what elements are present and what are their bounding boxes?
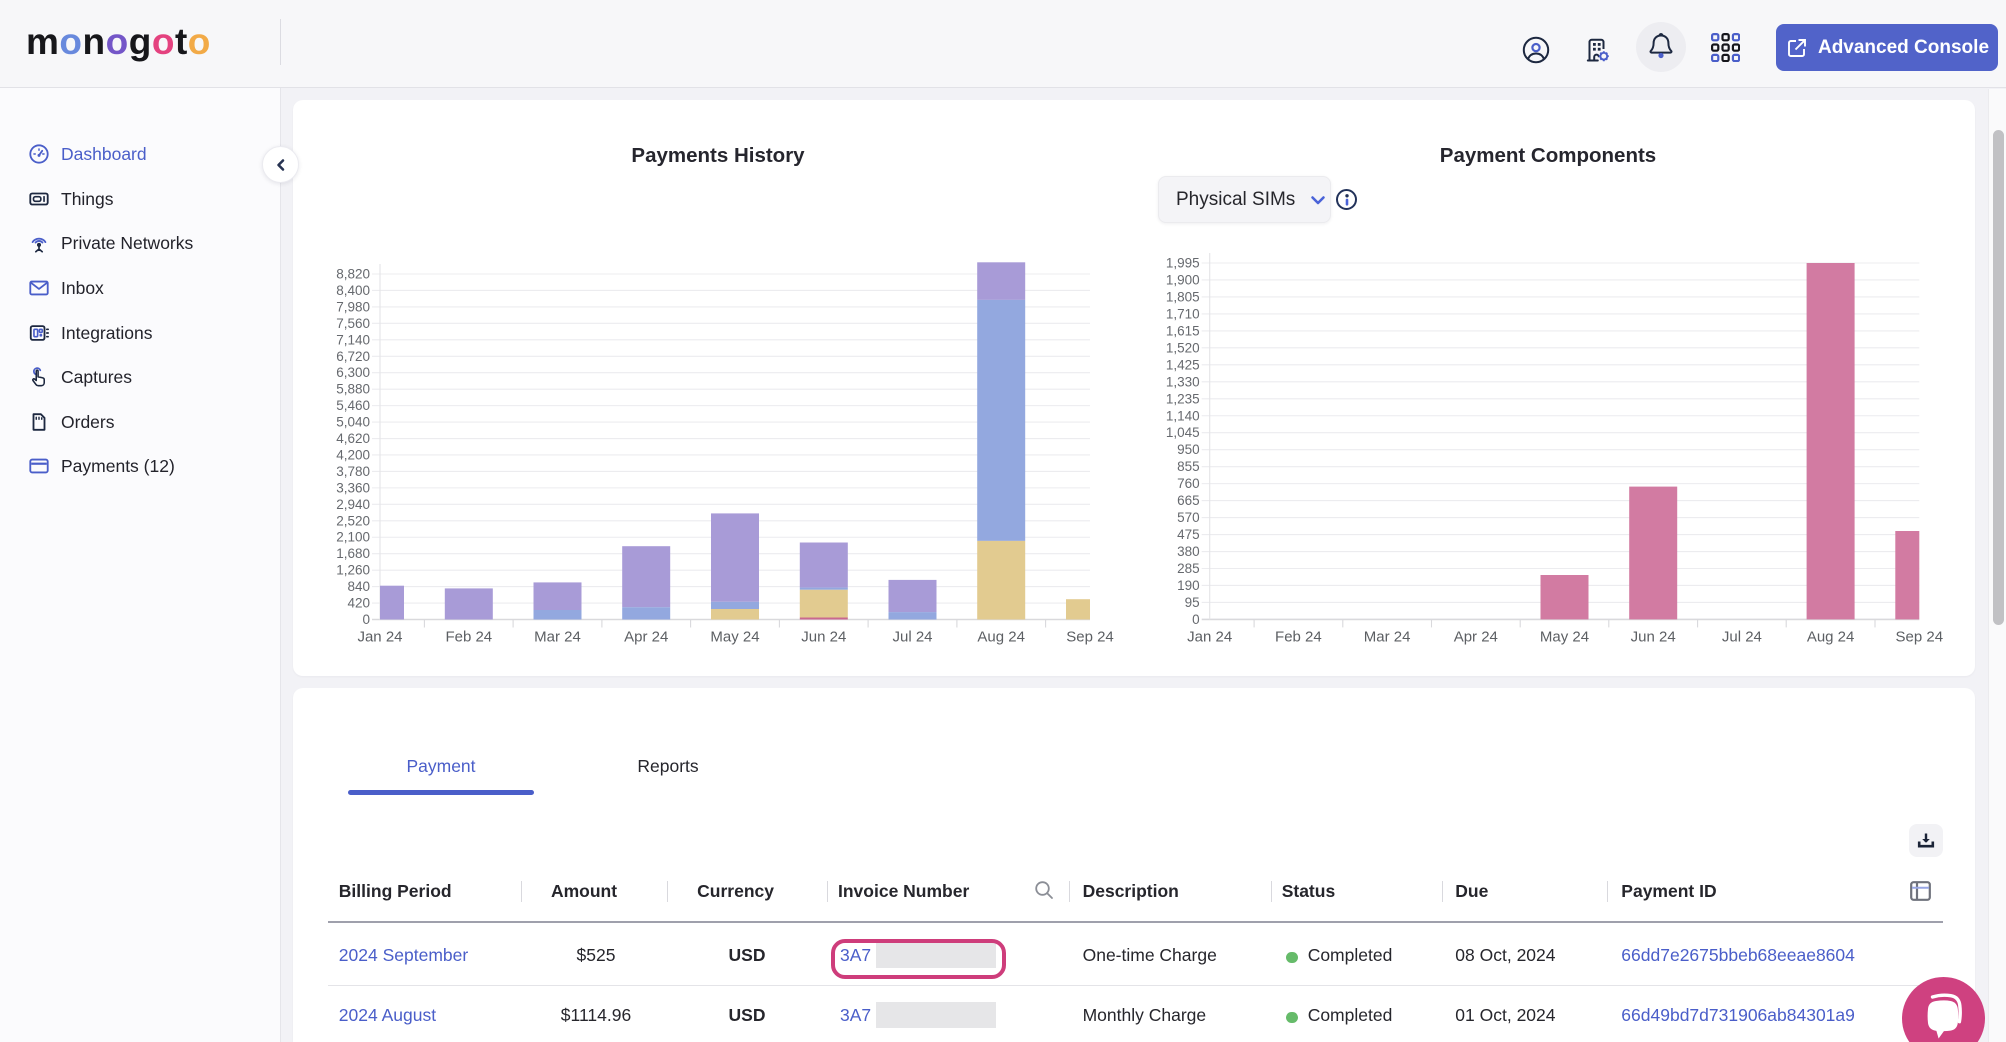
svg-text:1,330: 1,330 bbox=[1166, 374, 1200, 389]
svg-text:665: 665 bbox=[1177, 493, 1200, 508]
svg-text:1,425: 1,425 bbox=[1166, 357, 1200, 372]
svg-text:May 24: May 24 bbox=[710, 629, 759, 646]
svg-text:4,200: 4,200 bbox=[336, 447, 370, 462]
svg-text:Apr 24: Apr 24 bbox=[624, 629, 668, 646]
svg-text:1,615: 1,615 bbox=[1166, 323, 1200, 338]
svg-text:570: 570 bbox=[1177, 510, 1200, 525]
svg-text:95: 95 bbox=[1185, 595, 1200, 610]
svg-text:1,140: 1,140 bbox=[1166, 408, 1200, 423]
svg-text:2,940: 2,940 bbox=[336, 497, 370, 512]
svg-text:1,995: 1,995 bbox=[1166, 256, 1200, 271]
svg-text:8,400: 8,400 bbox=[336, 283, 370, 298]
svg-text:1,520: 1,520 bbox=[1166, 340, 1200, 355]
svg-text:Jan 24: Jan 24 bbox=[1187, 629, 1232, 646]
svg-text:5,040: 5,040 bbox=[336, 415, 370, 430]
svg-text:Feb 24: Feb 24 bbox=[445, 629, 492, 646]
svg-text:190: 190 bbox=[1177, 578, 1200, 593]
svg-text:1,900: 1,900 bbox=[1166, 272, 1200, 287]
svg-text:1,805: 1,805 bbox=[1166, 289, 1200, 304]
svg-text:0: 0 bbox=[362, 612, 370, 627]
svg-text:380: 380 bbox=[1177, 544, 1200, 559]
svg-text:2,100: 2,100 bbox=[336, 530, 370, 545]
svg-text:1,045: 1,045 bbox=[1166, 425, 1200, 440]
svg-text:May 24: May 24 bbox=[1540, 629, 1589, 646]
svg-text:1,235: 1,235 bbox=[1166, 391, 1200, 406]
svg-text:Jun 24: Jun 24 bbox=[801, 629, 846, 646]
svg-text:Feb 24: Feb 24 bbox=[1275, 629, 1322, 646]
svg-text:Jul 24: Jul 24 bbox=[892, 629, 932, 646]
svg-text:6,300: 6,300 bbox=[336, 365, 370, 380]
svg-text:Aug 24: Aug 24 bbox=[977, 629, 1025, 646]
svg-text:7,140: 7,140 bbox=[336, 332, 370, 347]
svg-text:Sep 24: Sep 24 bbox=[1066, 629, 1114, 646]
svg-text:285: 285 bbox=[1177, 561, 1200, 576]
svg-text:840: 840 bbox=[347, 579, 370, 594]
svg-text:2,520: 2,520 bbox=[336, 513, 370, 528]
svg-text:Mar 24: Mar 24 bbox=[534, 629, 581, 646]
svg-text:0: 0 bbox=[1192, 612, 1200, 627]
svg-text:1,680: 1,680 bbox=[336, 546, 370, 561]
svg-text:6,720: 6,720 bbox=[336, 349, 370, 364]
svg-text:Jul 24: Jul 24 bbox=[1722, 629, 1762, 646]
svg-text:Mar 24: Mar 24 bbox=[1364, 629, 1411, 646]
svg-text:Aug 24: Aug 24 bbox=[1807, 629, 1855, 646]
svg-text:Sep 24: Sep 24 bbox=[1896, 629, 1944, 646]
svg-text:950: 950 bbox=[1177, 442, 1200, 457]
svg-text:3,360: 3,360 bbox=[336, 480, 370, 495]
svg-text:475: 475 bbox=[1177, 527, 1200, 542]
svg-text:Jun 24: Jun 24 bbox=[1631, 629, 1676, 646]
svg-text:1,710: 1,710 bbox=[1166, 306, 1200, 321]
svg-text:Apr 24: Apr 24 bbox=[1454, 629, 1498, 646]
svg-text:7,980: 7,980 bbox=[336, 299, 370, 314]
svg-text:8,820: 8,820 bbox=[336, 267, 370, 282]
svg-text:5,880: 5,880 bbox=[336, 382, 370, 397]
svg-text:3,780: 3,780 bbox=[336, 464, 370, 479]
svg-text:760: 760 bbox=[1177, 476, 1200, 491]
svg-text:855: 855 bbox=[1177, 459, 1200, 474]
svg-text:5,460: 5,460 bbox=[336, 398, 370, 413]
svg-text:7,560: 7,560 bbox=[336, 316, 370, 331]
svg-text:4,620: 4,620 bbox=[336, 431, 370, 446]
svg-text:1,260: 1,260 bbox=[336, 563, 370, 578]
svg-text:Jan 24: Jan 24 bbox=[357, 629, 402, 646]
svg-text:420: 420 bbox=[347, 596, 370, 611]
